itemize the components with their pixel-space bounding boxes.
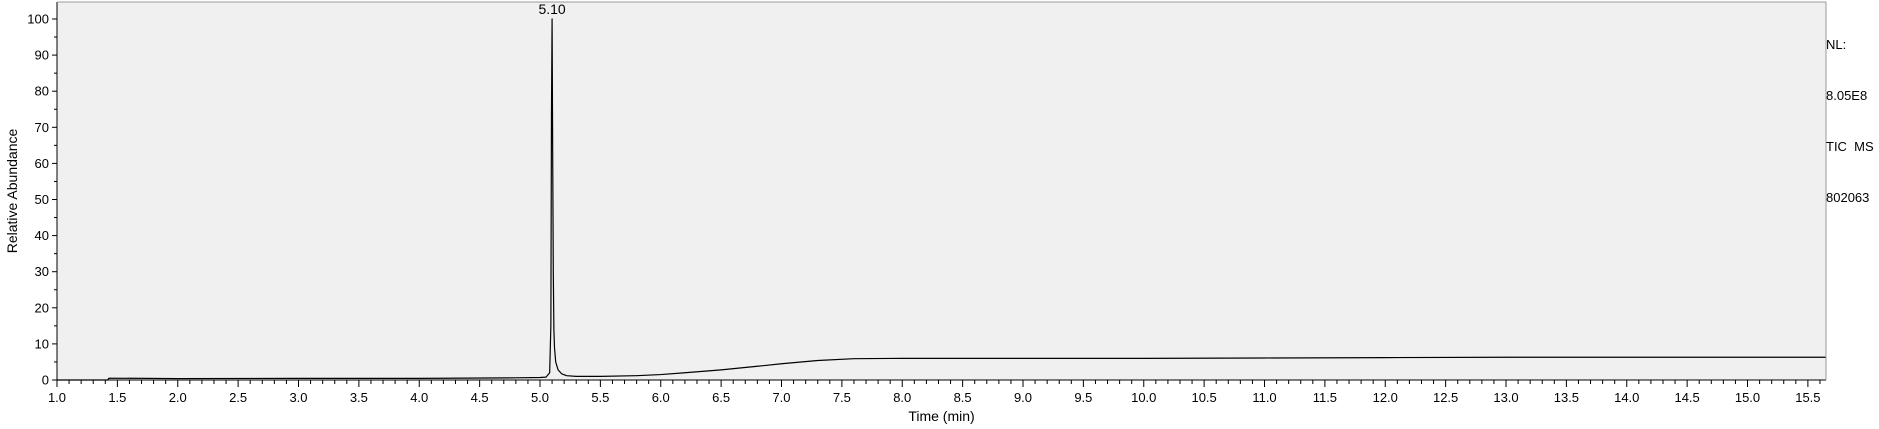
y-tick-label: 80 — [35, 84, 49, 99]
x-tick-label: 3.5 — [350, 390, 368, 405]
x-tick-label: 5.0 — [531, 390, 549, 405]
x-tick-label: 2.5 — [229, 390, 247, 405]
y-tick-label: 100 — [27, 12, 49, 27]
y-tick-label: 60 — [35, 156, 49, 171]
x-tick-label: 11.5 — [1313, 390, 1337, 405]
x-tick-label: 6.0 — [652, 390, 670, 405]
x-tick-label: 6.5 — [712, 390, 730, 405]
sample-id: 802063 — [1826, 190, 1870, 205]
x-tick-label: 4.0 — [410, 390, 428, 405]
y-tick-label: 70 — [35, 120, 49, 135]
y-tick-label: 50 — [35, 192, 49, 207]
x-tick-label: 11.0 — [1252, 390, 1276, 405]
x-tick-label: 2.0 — [169, 390, 187, 405]
x-tick-label: 9.0 — [1014, 390, 1032, 405]
x-tick-label: 1.5 — [108, 390, 126, 405]
x-tick-label: 5.5 — [591, 390, 609, 405]
x-tick-label: 9.5 — [1074, 390, 1092, 405]
x-tick-label: 15.0 — [1735, 390, 1760, 405]
x-tick-label: 14.0 — [1614, 390, 1639, 405]
y-tick-label: 10 — [35, 336, 49, 351]
y-tick-label: 90 — [35, 48, 49, 63]
x-tick-label: 4.5 — [471, 390, 489, 405]
x-tick-label: 7.5 — [833, 390, 851, 405]
x-tick-label: 1.0 — [48, 390, 66, 405]
nl-value: 8.05E8 — [1826, 88, 1868, 103]
x-tick-label: 14.5 — [1674, 390, 1699, 405]
x-tick-label: 10.0 — [1131, 390, 1156, 405]
info-box: NL: 8.05E8 TIC MS 802063 — [1826, 2, 1874, 223]
x-axis-title: Time (min) — [908, 408, 974, 424]
y-tick-label: 0 — [42, 373, 49, 388]
x-tick-label: 13.5 — [1554, 390, 1579, 405]
x-tick-label: 12.0 — [1373, 390, 1398, 405]
plot-area — [57, 2, 1826, 380]
x-tick-label: 7.0 — [772, 390, 790, 405]
y-tick-label: 40 — [35, 228, 49, 243]
x-tick-label: 8.0 — [893, 390, 911, 405]
x-tick-label: 10.5 — [1191, 390, 1216, 405]
y-tick-label: 30 — [35, 264, 49, 279]
peak-label: 5.10 — [538, 1, 565, 17]
scan-type: TIC MS — [1826, 139, 1874, 154]
nl-label: NL: — [1826, 37, 1847, 52]
y-axis-title: Relative Abundance — [4, 129, 20, 254]
x-tick-label: 12.5 — [1433, 390, 1458, 405]
tic-trace — [57, 18, 1826, 381]
x-tick-label: 3.0 — [289, 390, 307, 405]
y-tick-label: 20 — [35, 300, 49, 315]
x-tick-label: 8.5 — [954, 390, 972, 405]
x-tick-label: 15.5 — [1795, 390, 1820, 405]
x-tick-label: 13.0 — [1493, 390, 1518, 405]
